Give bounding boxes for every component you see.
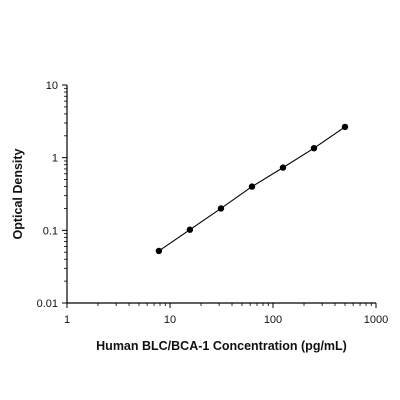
x-tick-label: 10 [164, 314, 176, 326]
y-axis-title: Optical Density [11, 148, 25, 239]
data-point [341, 123, 349, 131]
x-tick-label: 1000 [364, 314, 388, 326]
data-point [217, 205, 225, 212]
data-points [155, 123, 349, 255]
axes [66, 85, 376, 304]
x-tick-label: 100 [264, 314, 282, 326]
ticks: 1 10 100 1000 0.01 0.1 1 10 [37, 80, 389, 326]
data-point [186, 226, 194, 233]
y-tick-label: 10 [46, 80, 58, 92]
y-tick-label: 1 [52, 153, 58, 165]
data-point [279, 164, 287, 171]
data-point [155, 247, 163, 255]
x-tick-label: 1 [64, 314, 70, 326]
y-tick-label: 0.01 [37, 298, 58, 310]
data-point [248, 183, 256, 190]
y-tick-label: 0.1 [43, 225, 58, 237]
data-point [310, 144, 318, 152]
x-axis-title: Human BLC/BCA-1 Concentration (pg/mL) [96, 339, 347, 353]
